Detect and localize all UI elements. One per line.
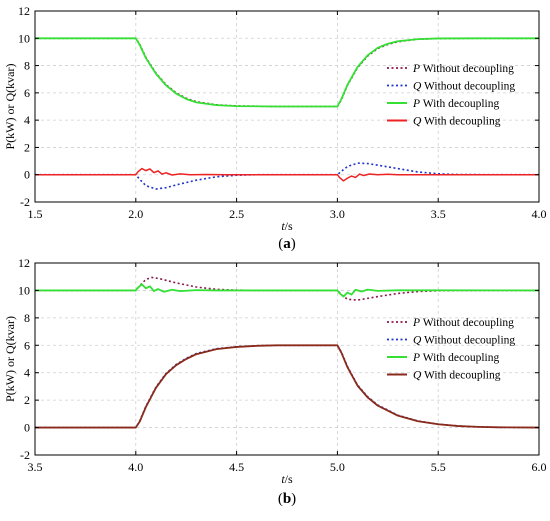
legend-entry-var: Q xyxy=(413,116,422,128)
panel-label-open: ( xyxy=(278,491,283,507)
panel-label-open: ( xyxy=(278,236,283,252)
legend-entry: P With decoupling xyxy=(412,98,499,110)
legend-entry-text: With decoupling xyxy=(420,98,499,110)
legend-entry: Q Without decoupling xyxy=(413,335,515,347)
tick-group: 1.5 2.0 2.5 3.0 3.5 4.0 -2 0 2 4 6 8 10 12 xyxy=(18,4,547,221)
y-tick-label: 0 xyxy=(24,421,30,435)
y-tick-label: 6 xyxy=(24,86,30,100)
panel-label-letter: a xyxy=(283,236,291,252)
series-line-4 xyxy=(35,344,539,429)
series-group xyxy=(35,37,539,190)
legend-entry-text: With decoupling xyxy=(421,116,500,128)
x-tick-label: 2.0 xyxy=(128,207,143,221)
panel-label-close: ) xyxy=(291,236,296,252)
tick-group: 3.5 4.0 4.5 5.0 5.5 6.0 -2 0 2 4 6 8 10 12 xyxy=(18,256,547,474)
y-tick-label: 12 xyxy=(18,256,30,270)
x-axis-label: t/s xyxy=(281,219,293,233)
x-tick-label: 4.0 xyxy=(128,460,143,474)
y-axis-label: P(kW) or Q(kvar) xyxy=(3,64,17,150)
series-line-4 xyxy=(35,167,539,182)
x-tick-label: 2.5 xyxy=(229,207,244,221)
panel-label-letter: b xyxy=(283,491,291,507)
series-line-2 xyxy=(35,162,539,190)
legend-entry-var: Q xyxy=(413,81,422,93)
chart-panel-b: 3.5 4.0 4.5 5.0 5.5 6.0 -2 0 2 4 6 8 10 12 t/s P(kW) or… xyxy=(3,256,547,507)
y-tick-label: -2 xyxy=(20,195,30,209)
legend-entry-text: With decoupling xyxy=(420,352,499,364)
x-tick-label: 3.5 xyxy=(28,460,43,474)
y-tick-label: 2 xyxy=(24,393,30,407)
x-axis-label: t/s xyxy=(281,472,293,486)
legend-entry-var: Q xyxy=(413,370,422,382)
legend-entry-var: P xyxy=(412,317,420,329)
x-tick-label: 4.0 xyxy=(532,207,547,221)
legend-entry-text: Without decoupling xyxy=(421,335,515,347)
x-tick-label: 5.5 xyxy=(431,460,446,474)
legend-entry-var: P xyxy=(412,98,420,110)
legend-entry: P With decoupling xyxy=(412,352,499,364)
legend-entry: Q Without decoupling xyxy=(413,81,515,93)
legend-entry-var: P xyxy=(412,352,420,364)
legend-entry: P Without decoupling xyxy=(412,317,514,329)
y-tick-label: 8 xyxy=(24,311,30,325)
y-axis-label: P(kW) or Q(kvar) xyxy=(3,316,17,402)
panel-label: (a) xyxy=(278,236,296,252)
y-tick-label: -2 xyxy=(20,448,30,462)
legend-entry-text: Without decoupling xyxy=(421,81,515,93)
x-tick-label: 6.0 xyxy=(532,460,547,474)
y-tick-label: 12 xyxy=(18,4,30,18)
panel-label-close: ) xyxy=(291,491,296,507)
x-axis-label-unit: /s xyxy=(285,472,293,486)
legend-entry: P Without decoupling xyxy=(412,63,514,75)
x-axis-label-var: t xyxy=(281,219,285,233)
legend-entry-text: With decoupling xyxy=(421,370,500,382)
x-tick-label: 4.5 xyxy=(229,460,244,474)
series-line-1 xyxy=(35,276,539,301)
x-axis-label-var: t xyxy=(281,472,285,486)
legend-entry-var: P xyxy=(412,63,420,75)
y-tick-label: 4 xyxy=(24,366,30,380)
y-tick-label: 10 xyxy=(18,283,30,297)
y-tick-label: 0 xyxy=(24,168,30,182)
panel-label: (b) xyxy=(278,491,296,507)
legend-entry: Q With decoupling xyxy=(413,116,501,128)
plot-frame xyxy=(34,262,540,456)
series-line-3 xyxy=(35,283,539,298)
legend-entry-text: Without decoupling xyxy=(420,317,514,329)
y-tick-label: 6 xyxy=(24,338,30,352)
y-tick-label: 4 xyxy=(24,113,30,127)
y-tick-label: 10 xyxy=(18,31,30,45)
y-tick-label: 8 xyxy=(24,59,30,73)
chart-panel-a: 1.5 2.0 2.5 3.0 3.5 4.0 -2 0 2 4 6 8 10 12 t/s P(kW) or… xyxy=(3,4,547,252)
legend-entry-text: Without decoupling xyxy=(420,63,514,75)
legend-entry: Q With decoupling xyxy=(413,370,501,382)
x-axis-label-unit: /s xyxy=(285,219,293,233)
x-tick-label: 3.5 xyxy=(431,207,446,221)
legend-entry-var: Q xyxy=(413,335,422,347)
y-tick-label: 2 xyxy=(24,140,30,154)
x-tick-label: 3.0 xyxy=(330,207,345,221)
series-line-3 xyxy=(35,37,539,108)
plot-frame xyxy=(34,10,540,203)
series-group xyxy=(35,276,539,429)
x-tick-label: 5.0 xyxy=(330,460,345,474)
x-tick-label: 1.5 xyxy=(28,207,43,221)
